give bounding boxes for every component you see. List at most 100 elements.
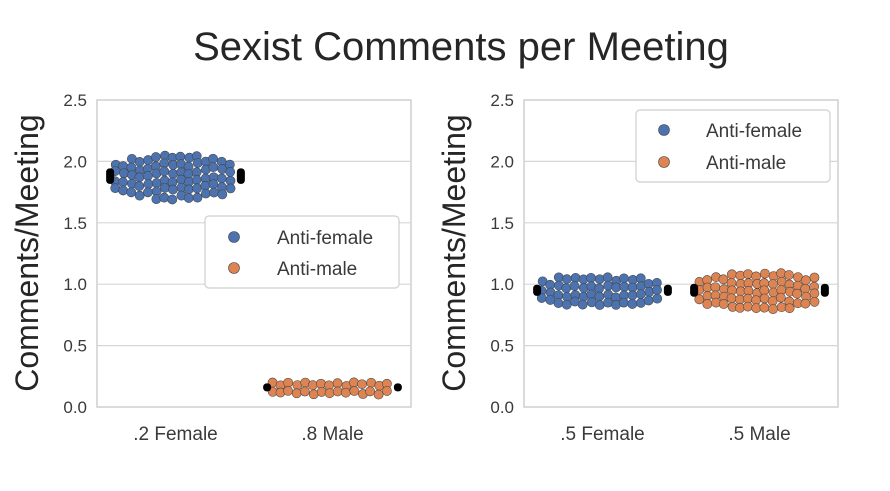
- left-data-point: [192, 183, 202, 194]
- right-data-point: [726, 269, 737, 280]
- right-data-point: [569, 281, 580, 291]
- right-data-point: [801, 275, 811, 286]
- right-overflow-stack: [663, 284, 672, 296]
- right-data-point: [710, 282, 721, 293]
- left-x-ticks: .2 Female .8 Male: [133, 424, 363, 445]
- left-data-point: [332, 386, 343, 397]
- left-x-tick-label: .8 Male: [301, 424, 363, 445]
- right-y-tick-label: 0.0: [490, 398, 514, 417]
- right-data-point: [619, 282, 630, 292]
- left-legend-label-anti-female: Anti-female: [277, 228, 373, 249]
- left-data-point: [307, 380, 318, 391]
- left-data-point: [119, 168, 129, 179]
- right-data-point: [726, 293, 737, 304]
- right-data-point: [809, 296, 820, 307]
- left-overflow-stack: [393, 383, 402, 392]
- right-overflow-stack: [820, 283, 829, 297]
- right-data-point: [602, 272, 613, 283]
- left-legend-label-anti-male: Anti-male: [277, 259, 357, 280]
- right-legend-label-anti-male: Anti-male: [706, 153, 786, 174]
- right-data-point: [809, 272, 820, 283]
- left-data-point: [382, 386, 392, 396]
- left-data-point: [332, 378, 343, 389]
- left-y-tick-label: 1.0: [63, 275, 87, 294]
- right-data-point: [627, 290, 638, 301]
- right-legend-marker-anti-female: [658, 124, 670, 136]
- right-y-tick-label: 1.5: [490, 214, 514, 233]
- left-data-point: [118, 177, 128, 187]
- left-data-point: [134, 172, 145, 183]
- right-data-point: [561, 274, 572, 285]
- left-data-point: [118, 185, 129, 196]
- left-legend-marker-anti-male: [228, 262, 240, 274]
- right-data-point: [775, 292, 786, 303]
- right-data-point: [759, 285, 770, 296]
- right-data-point: [643, 295, 654, 306]
- right-data-point: [618, 297, 629, 308]
- right-legend: Anti-female Anti-male: [635, 109, 831, 183]
- left-data-point: [349, 386, 360, 396]
- right-data-point: [734, 294, 745, 305]
- right-data-point: [768, 304, 778, 314]
- left-data-point: [143, 187, 153, 198]
- right-data-point: [742, 301, 753, 312]
- left-data-point: [216, 173, 227, 184]
- left-data-point: [134, 190, 145, 201]
- left-data-point: [217, 189, 228, 200]
- right-legend-label-anti-female: Anti-female: [706, 121, 802, 142]
- left-overflow-stack: [106, 168, 115, 184]
- right-data-point: [561, 299, 572, 310]
- left-data-point: [167, 194, 178, 205]
- right-data-point: [652, 293, 663, 304]
- right-data-point: [759, 302, 770, 313]
- right-y-axis-label: Comments/Meeting: [436, 114, 472, 391]
- right-y-tick-label: 0.5: [490, 337, 514, 356]
- left-legend: Anti-female Anti-male: [204, 215, 400, 289]
- right-data-point: [603, 280, 614, 291]
- left-data-point: [373, 389, 384, 400]
- left-swarm-anti-male: [263, 377, 402, 400]
- right-y-tick-label: 2.0: [490, 152, 514, 171]
- left-data-point: [191, 175, 202, 185]
- left-data-point: [340, 387, 351, 398]
- right-x-ticks: .5 Female .5 Male: [560, 424, 790, 445]
- left-data-point: [316, 386, 327, 397]
- right-data-point: [784, 270, 794, 280]
- right-data-point: [784, 303, 795, 314]
- left-data-point: [134, 157, 145, 167]
- left-data-point: [357, 379, 367, 390]
- left-data-point: [291, 388, 302, 399]
- left-data-point: [366, 377, 377, 388]
- right-data-point: [702, 299, 713, 309]
- left-data-point: [349, 377, 359, 388]
- left-data-point: [225, 183, 236, 194]
- left-data-point: [324, 388, 335, 399]
- right-data-point: [594, 274, 605, 285]
- left-legend-box: [204, 215, 400, 289]
- left-data-point: [159, 166, 170, 177]
- right-data-point: [635, 289, 646, 299]
- left-data-point: [208, 153, 218, 164]
- right-data-point: [792, 288, 802, 299]
- left-data-point: [299, 386, 310, 397]
- right-data-point: [553, 272, 564, 283]
- left-y-tick-label: 0.5: [63, 337, 87, 356]
- left-data-point: [283, 377, 294, 388]
- right-data-point: [594, 300, 605, 310]
- right-data-point: [561, 283, 572, 294]
- left-data-point: [209, 187, 219, 198]
- left-y-tick-label: 1.5: [63, 214, 87, 233]
- right-data-point: [760, 268, 770, 279]
- right-data-point: [627, 299, 638, 309]
- left-overflow-stack: [263, 383, 272, 392]
- left-data-point: [316, 378, 326, 389]
- right-overflow-stack: [533, 284, 542, 296]
- left-data-point: [225, 167, 236, 177]
- left-x-tick-label: .2 Female: [133, 424, 217, 445]
- left-data-point: [150, 152, 161, 162]
- left-data-point: [192, 158, 203, 168]
- left-data-point: [208, 162, 219, 173]
- left-data-point: [183, 184, 194, 195]
